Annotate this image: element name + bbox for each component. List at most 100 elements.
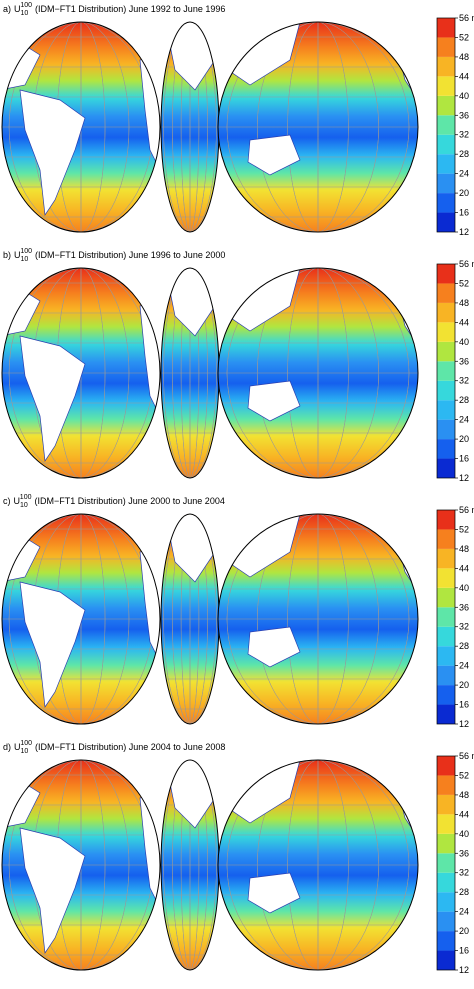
colorbar-tick-label: 20 bbox=[459, 434, 469, 444]
colorbar-tick-label: 52 bbox=[459, 278, 469, 288]
colorbar-bin bbox=[437, 439, 455, 458]
title-text: (IDM−FT1 Distribution) June 2000 to June… bbox=[34, 496, 224, 506]
panel-title: d)U10100(IDM−FT1 Distribution) June 2004… bbox=[3, 740, 225, 755]
colorbar-bin bbox=[437, 459, 455, 478]
colorbar-tick-label: 48 bbox=[459, 544, 469, 554]
colorbar-bin bbox=[437, 756, 455, 775]
colorbar-bin bbox=[437, 627, 455, 646]
colorbar-tick-label: 48 bbox=[459, 52, 469, 62]
colorbar-bin bbox=[437, 705, 455, 724]
colorbar-bin bbox=[437, 76, 455, 95]
colorbar-tick-label: 16 bbox=[459, 208, 469, 218]
colorbar-bin bbox=[437, 892, 455, 911]
colorbar-tick-label: 12 bbox=[459, 227, 469, 237]
colorbar-tick-label: 44 bbox=[459, 71, 469, 81]
colorbar-tick-label: 16 bbox=[459, 454, 469, 464]
colorbar-tick-label: 24 bbox=[459, 415, 469, 425]
colorbar-tick-label: 48 bbox=[459, 298, 469, 308]
colorbar-bin bbox=[437, 381, 455, 400]
superscript: 100 bbox=[20, 248, 32, 255]
panel-label: c) bbox=[3, 496, 11, 506]
colorbar-tick-label: 56 m/s bbox=[459, 259, 474, 269]
colorbar-bin bbox=[437, 264, 455, 283]
colorbar-tick-label: 40 bbox=[459, 829, 469, 839]
colorbar-bin bbox=[437, 607, 455, 626]
panel-label: d) bbox=[3, 742, 11, 752]
colorbar-bin bbox=[437, 322, 455, 341]
colorbar-tick-label: 36 bbox=[459, 356, 469, 366]
title-text: (IDM−FT1 Distribution) June 2004 to June… bbox=[35, 742, 225, 752]
colorbar-tick-label: 20 bbox=[459, 926, 469, 936]
colorbar-tick-label: 28 bbox=[459, 395, 469, 405]
colorbar-tick-label: 52 bbox=[459, 32, 469, 42]
colorbar-tick-label: 32 bbox=[459, 622, 469, 632]
superscript: 100 bbox=[20, 2, 32, 9]
colorbar-tick-label: 24 bbox=[459, 907, 469, 917]
colorbar-bin bbox=[437, 213, 455, 232]
colorbar-bin bbox=[437, 931, 455, 950]
panel: a)U10100(IDM−FT1 Distribution) June 1992… bbox=[0, 2, 474, 237]
colorbar-tick-label: 44 bbox=[459, 809, 469, 819]
colorbar-bin bbox=[437, 951, 455, 970]
colorbar-bin bbox=[437, 18, 455, 37]
colorbar-tick-label: 40 bbox=[459, 583, 469, 593]
colorbar-bin bbox=[437, 283, 455, 302]
colorbar-tick-label: 52 bbox=[459, 524, 469, 534]
colorbar-bin bbox=[437, 510, 455, 529]
subscript: 10 bbox=[20, 502, 28, 509]
colorbar-tick-label: 20 bbox=[459, 188, 469, 198]
colorbar-tick-label: 44 bbox=[459, 563, 469, 573]
title-text: (IDM−FT1 Distribution) June 1992 to June… bbox=[35, 4, 225, 14]
colorbar-tick-label: 56 m/s bbox=[459, 13, 474, 23]
colorbar-bin bbox=[437, 814, 455, 833]
panel-label: b) bbox=[3, 250, 11, 260]
colorbar-tick-label: 28 bbox=[459, 149, 469, 159]
colorbar-bin bbox=[437, 529, 455, 548]
colorbar-bin bbox=[437, 834, 455, 853]
colorbar-bin bbox=[437, 420, 455, 439]
colorbar-bin bbox=[437, 154, 455, 173]
panel: c)U10100(IDM−FT1 Distribution) June 2000… bbox=[0, 494, 474, 729]
colorbar-tick-label: 40 bbox=[459, 337, 469, 347]
panel-title: b)U10100(IDM−FT1 Distribution) June 1996… bbox=[3, 248, 225, 263]
colorbar-tick-label: 40 bbox=[459, 91, 469, 101]
title-text: (IDM−FT1 Distribution) June 1996 to June… bbox=[35, 250, 225, 260]
panel: b)U10100(IDM−FT1 Distribution) June 1996… bbox=[0, 248, 474, 483]
colorbar-bin bbox=[437, 400, 455, 419]
colorbar-bin bbox=[437, 795, 455, 814]
colorbar-tick-label: 44 bbox=[459, 317, 469, 327]
colorbar-tick-label: 36 bbox=[459, 848, 469, 858]
colorbar-bin bbox=[437, 361, 455, 380]
colorbar-tick-label: 20 bbox=[459, 680, 469, 690]
superscript: 100 bbox=[20, 494, 32, 501]
colorbar-tick-label: 32 bbox=[459, 376, 469, 386]
colorbar-tick-label: 16 bbox=[459, 700, 469, 710]
colorbar-bin bbox=[437, 775, 455, 794]
colorbar-bin bbox=[437, 568, 455, 587]
colorbar-bin bbox=[437, 685, 455, 704]
colorbar-tick-label: 48 bbox=[459, 790, 469, 800]
colorbar-tick-label: 12 bbox=[459, 473, 469, 483]
colorbar-tick-label: 28 bbox=[459, 887, 469, 897]
colorbar-bin bbox=[437, 666, 455, 685]
superscript: 100 bbox=[20, 740, 32, 747]
colorbar-bin bbox=[437, 37, 455, 56]
colorbar-bin bbox=[437, 115, 455, 134]
colorbar-bin bbox=[437, 873, 455, 892]
colorbar-bin bbox=[437, 342, 455, 361]
panel-title: a)U10100(IDM−FT1 Distribution) June 1992… bbox=[3, 2, 225, 17]
colorbar-tick-label: 32 bbox=[459, 868, 469, 878]
colorbar-bin bbox=[437, 193, 455, 212]
colorbar-bin bbox=[437, 135, 455, 154]
colorbar-bin bbox=[437, 174, 455, 193]
panel: d)U10100(IDM−FT1 Distribution) June 2004… bbox=[0, 740, 474, 975]
colorbar-bin bbox=[437, 588, 455, 607]
colorbar-tick-label: 52 bbox=[459, 770, 469, 780]
colorbar-tick-label: 28 bbox=[459, 641, 469, 651]
colorbar-tick-label: 36 bbox=[459, 110, 469, 120]
colorbar-tick-label: 56 m/s bbox=[459, 505, 474, 515]
subscript: 10 bbox=[21, 256, 29, 263]
colorbar-bin bbox=[437, 57, 455, 76]
colorbar-bin bbox=[437, 646, 455, 665]
colorbar-bin bbox=[437, 96, 455, 115]
